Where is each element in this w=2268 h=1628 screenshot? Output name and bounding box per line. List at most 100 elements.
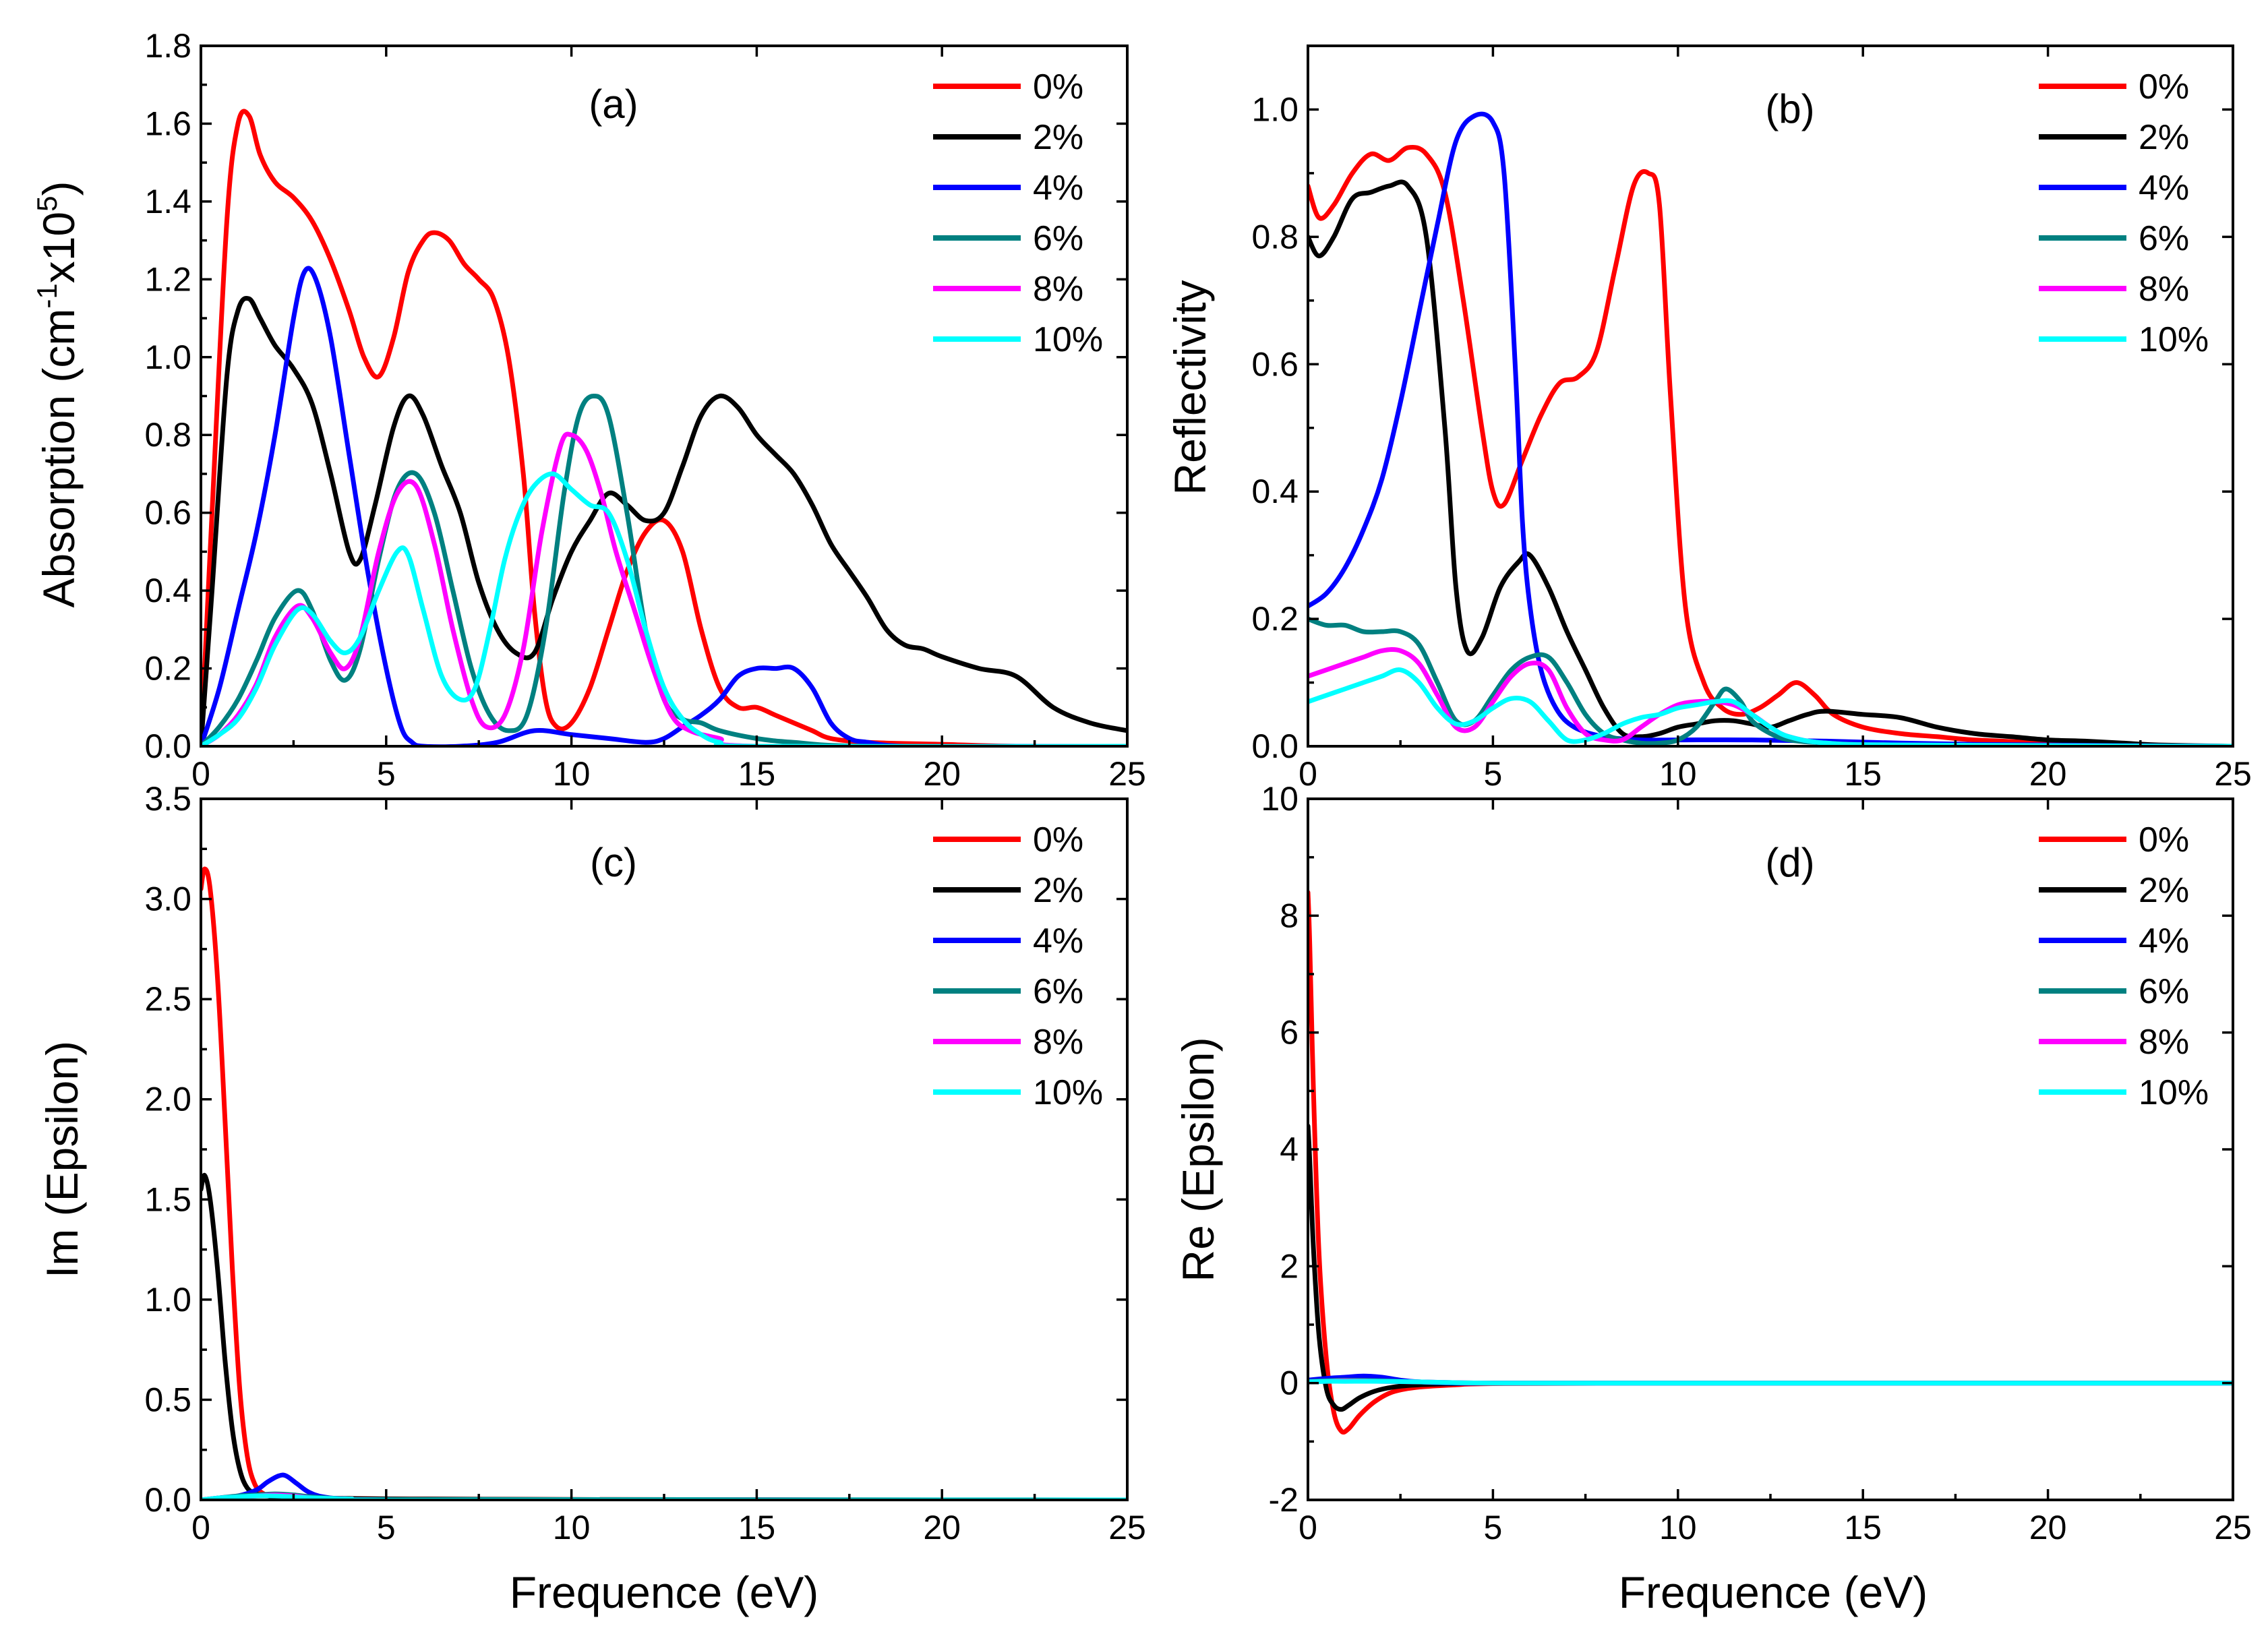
panel-label-b: (b) bbox=[1765, 86, 1814, 131]
series-line-d-2pct bbox=[1308, 1123, 2233, 1412]
x-tick-label-c-20: 20 bbox=[923, 1509, 961, 1546]
legend-label-c-4pct: 4% bbox=[1033, 922, 1083, 961]
series-line-d-0pct bbox=[1308, 890, 2233, 1435]
y-tick-label-d-6: 10 bbox=[1261, 780, 1299, 818]
y-tick-label-d-5: 8 bbox=[1280, 897, 1299, 934]
y-tick-label-c-2: 1.0 bbox=[144, 1281, 191, 1319]
legend-label-a-2pct: 2% bbox=[1033, 118, 1083, 157]
y-tick-label-c-6: 3.0 bbox=[144, 880, 191, 918]
y-tick-label-a-2: 0.4 bbox=[144, 572, 191, 609]
legend-label-a-6pct: 6% bbox=[1033, 219, 1083, 258]
series-line-a-4pct bbox=[201, 266, 1127, 746]
x-tick-label-a-15: 15 bbox=[738, 755, 776, 793]
x-tick-label-c-5: 5 bbox=[377, 1509, 396, 1546]
series-line-c-4pct bbox=[201, 1472, 1127, 1500]
axes-frame-d bbox=[1307, 797, 2234, 1501]
legend-label-c-8pct: 8% bbox=[1033, 1023, 1083, 1062]
y-tick-label-a-4: 0.8 bbox=[144, 416, 191, 454]
panel-label-a: (a) bbox=[589, 82, 638, 127]
y-axis-title-a: Absorption (cm-1x105) bbox=[31, 181, 84, 608]
legend-label-b-0pct: 0% bbox=[2139, 67, 2189, 107]
y-tick-label-d-2: 2 bbox=[1280, 1247, 1299, 1285]
legend-c: 0% 2% 4% 6% 8% 10% bbox=[933, 820, 1103, 1112]
legend-label-b-8pct: 8% bbox=[2139, 270, 2189, 309]
x-tick-label-b-5: 5 bbox=[1483, 755, 1502, 793]
legend-d: 0% 2% 4% 6% 8% 10% bbox=[2039, 820, 2209, 1112]
plot-area-b: 0 5 10 15 20 25 0.0 0.2 0.4 0.6 0.8 1.0 0% 2% 4% 6% 8% 10… bbox=[1251, 44, 2252, 793]
legend-label-a-8pct: 8% bbox=[1033, 270, 1083, 309]
y-tick-label-b-4: 0.8 bbox=[1251, 218, 1299, 255]
y-tick-label-a-9: 1.8 bbox=[144, 27, 191, 65]
x-tick-label-b-25: 25 bbox=[2214, 755, 2252, 793]
y-axis-title-a-part2: x10 bbox=[34, 212, 84, 283]
plot-area-a: 0 5 10 15 20 25 0.0 0.2 0.4 0.6 0.8 1.0 1.2 1.4 1.6 1.8… bbox=[144, 27, 1145, 793]
series-line-b-10pct bbox=[1308, 667, 2233, 746]
x-tick-label-d-20: 20 bbox=[2029, 1509, 2067, 1546]
legend-label-c-10pct: 10% bbox=[1033, 1073, 1103, 1112]
legend-label-b-4pct: 4% bbox=[2139, 169, 2189, 208]
series-line-a-10pct bbox=[201, 471, 1127, 746]
legend-label-b-2pct: 2% bbox=[2139, 118, 2189, 157]
x-tick-label-b-15: 15 bbox=[1844, 755, 1882, 793]
series-line-b-0pct bbox=[1308, 144, 2233, 746]
legend-label-c-6pct: 6% bbox=[1033, 972, 1083, 1011]
series-line-c-10pct bbox=[201, 1493, 1127, 1500]
legend-label-b-10pct: 10% bbox=[2139, 320, 2209, 359]
y-tick-label-c-3: 1.5 bbox=[144, 1180, 191, 1218]
legend-label-b-6pct: 6% bbox=[2139, 219, 2189, 258]
series-line-c-2pct bbox=[201, 1173, 1127, 1500]
y-tick-label-c-4: 2.0 bbox=[144, 1081, 191, 1118]
y-tick-label-d-0: -2 bbox=[1269, 1481, 1299, 1519]
legend-label-d-8pct: 8% bbox=[2139, 1023, 2189, 1062]
x-tick-label-a-5: 5 bbox=[377, 755, 396, 793]
x-tick-label-b-0: 0 bbox=[1299, 755, 1317, 793]
x-tick-label-c-15: 15 bbox=[738, 1509, 776, 1546]
y-tick-label-c-7: 3.5 bbox=[144, 780, 191, 818]
x-tick-label-a-25: 25 bbox=[1108, 755, 1146, 793]
y-tick-label-a-0: 0.0 bbox=[144, 727, 191, 765]
panel-b: 0 5 10 15 20 25 0.0 0.2 0.4 0.6 0.8 1.0 0% 2% 4% 6% 8% 10… bbox=[1165, 44, 2252, 793]
legend-label-a-0pct: 0% bbox=[1033, 67, 1083, 107]
y-tick-label-d-3: 4 bbox=[1280, 1130, 1299, 1168]
y-axis-title-a-part1: Absorption (cm bbox=[34, 309, 84, 608]
x-tick-label-d-25: 25 bbox=[2214, 1509, 2252, 1546]
legend-label-d-2pct: 2% bbox=[2139, 871, 2189, 910]
y-tick-label-b-2: 0.4 bbox=[1251, 473, 1299, 510]
y-tick-label-b-5: 1.0 bbox=[1251, 90, 1299, 128]
legend-label-a-10pct: 10% bbox=[1033, 320, 1103, 359]
series-group-b bbox=[1308, 111, 2233, 746]
legend-label-c-2pct: 2% bbox=[1033, 871, 1083, 910]
legend-label-d-4pct: 4% bbox=[2139, 922, 2189, 961]
x-tick-label-a-20: 20 bbox=[923, 755, 961, 793]
x-tick-label-c-0: 0 bbox=[191, 1509, 210, 1546]
series-line-d-10pct bbox=[1308, 1379, 2233, 1386]
series-line-a-0pct bbox=[201, 109, 1127, 746]
legend-label-c-0pct: 0% bbox=[1033, 820, 1083, 860]
x-tick-label-b-10: 10 bbox=[1659, 755, 1697, 793]
y-tick-label-a-5: 1.0 bbox=[144, 338, 191, 376]
y-tick-label-c-5: 2.5 bbox=[144, 980, 191, 1018]
axes-frame-c bbox=[200, 797, 1129, 1501]
x-tick-label-c-25: 25 bbox=[1108, 1509, 1146, 1546]
x-axis-title-c: Frequence (eV) bbox=[510, 1567, 819, 1617]
y-tick-label-a-1: 0.2 bbox=[144, 650, 191, 688]
y-axis-title-d: Re (Epsilon) bbox=[1173, 1037, 1223, 1282]
y-tick-label-a-8: 1.6 bbox=[144, 104, 191, 142]
y-axis-title-c: Im (Epsilon) bbox=[37, 1041, 87, 1278]
x-tick-label-c-10: 10 bbox=[553, 1509, 591, 1546]
plot-area-c: 0 5 10 15 20 25 0.0 0.5 1.0 1.5 2.0 2.5 3.0 3.5 0% 2% 4%… bbox=[144, 780, 1145, 1546]
series-line-c-0pct bbox=[201, 866, 1127, 1500]
series-group-d bbox=[1308, 890, 2233, 1435]
y-tick-label-a-7: 1.4 bbox=[144, 183, 191, 220]
legend-label-d-0pct: 0% bbox=[2139, 820, 2189, 860]
legend-label-d-6pct: 6% bbox=[2139, 972, 2189, 1011]
axes-frame-b bbox=[1307, 44, 2234, 748]
y-tick-label-c-0: 0.0 bbox=[144, 1481, 191, 1519]
y-axis-title-a-sup2: 5 bbox=[31, 196, 63, 212]
y-tick-label-b-0: 0.0 bbox=[1251, 727, 1299, 765]
x-tick-label-d-10: 10 bbox=[1659, 1509, 1697, 1546]
y-tick-label-a-6: 1.2 bbox=[144, 260, 191, 298]
